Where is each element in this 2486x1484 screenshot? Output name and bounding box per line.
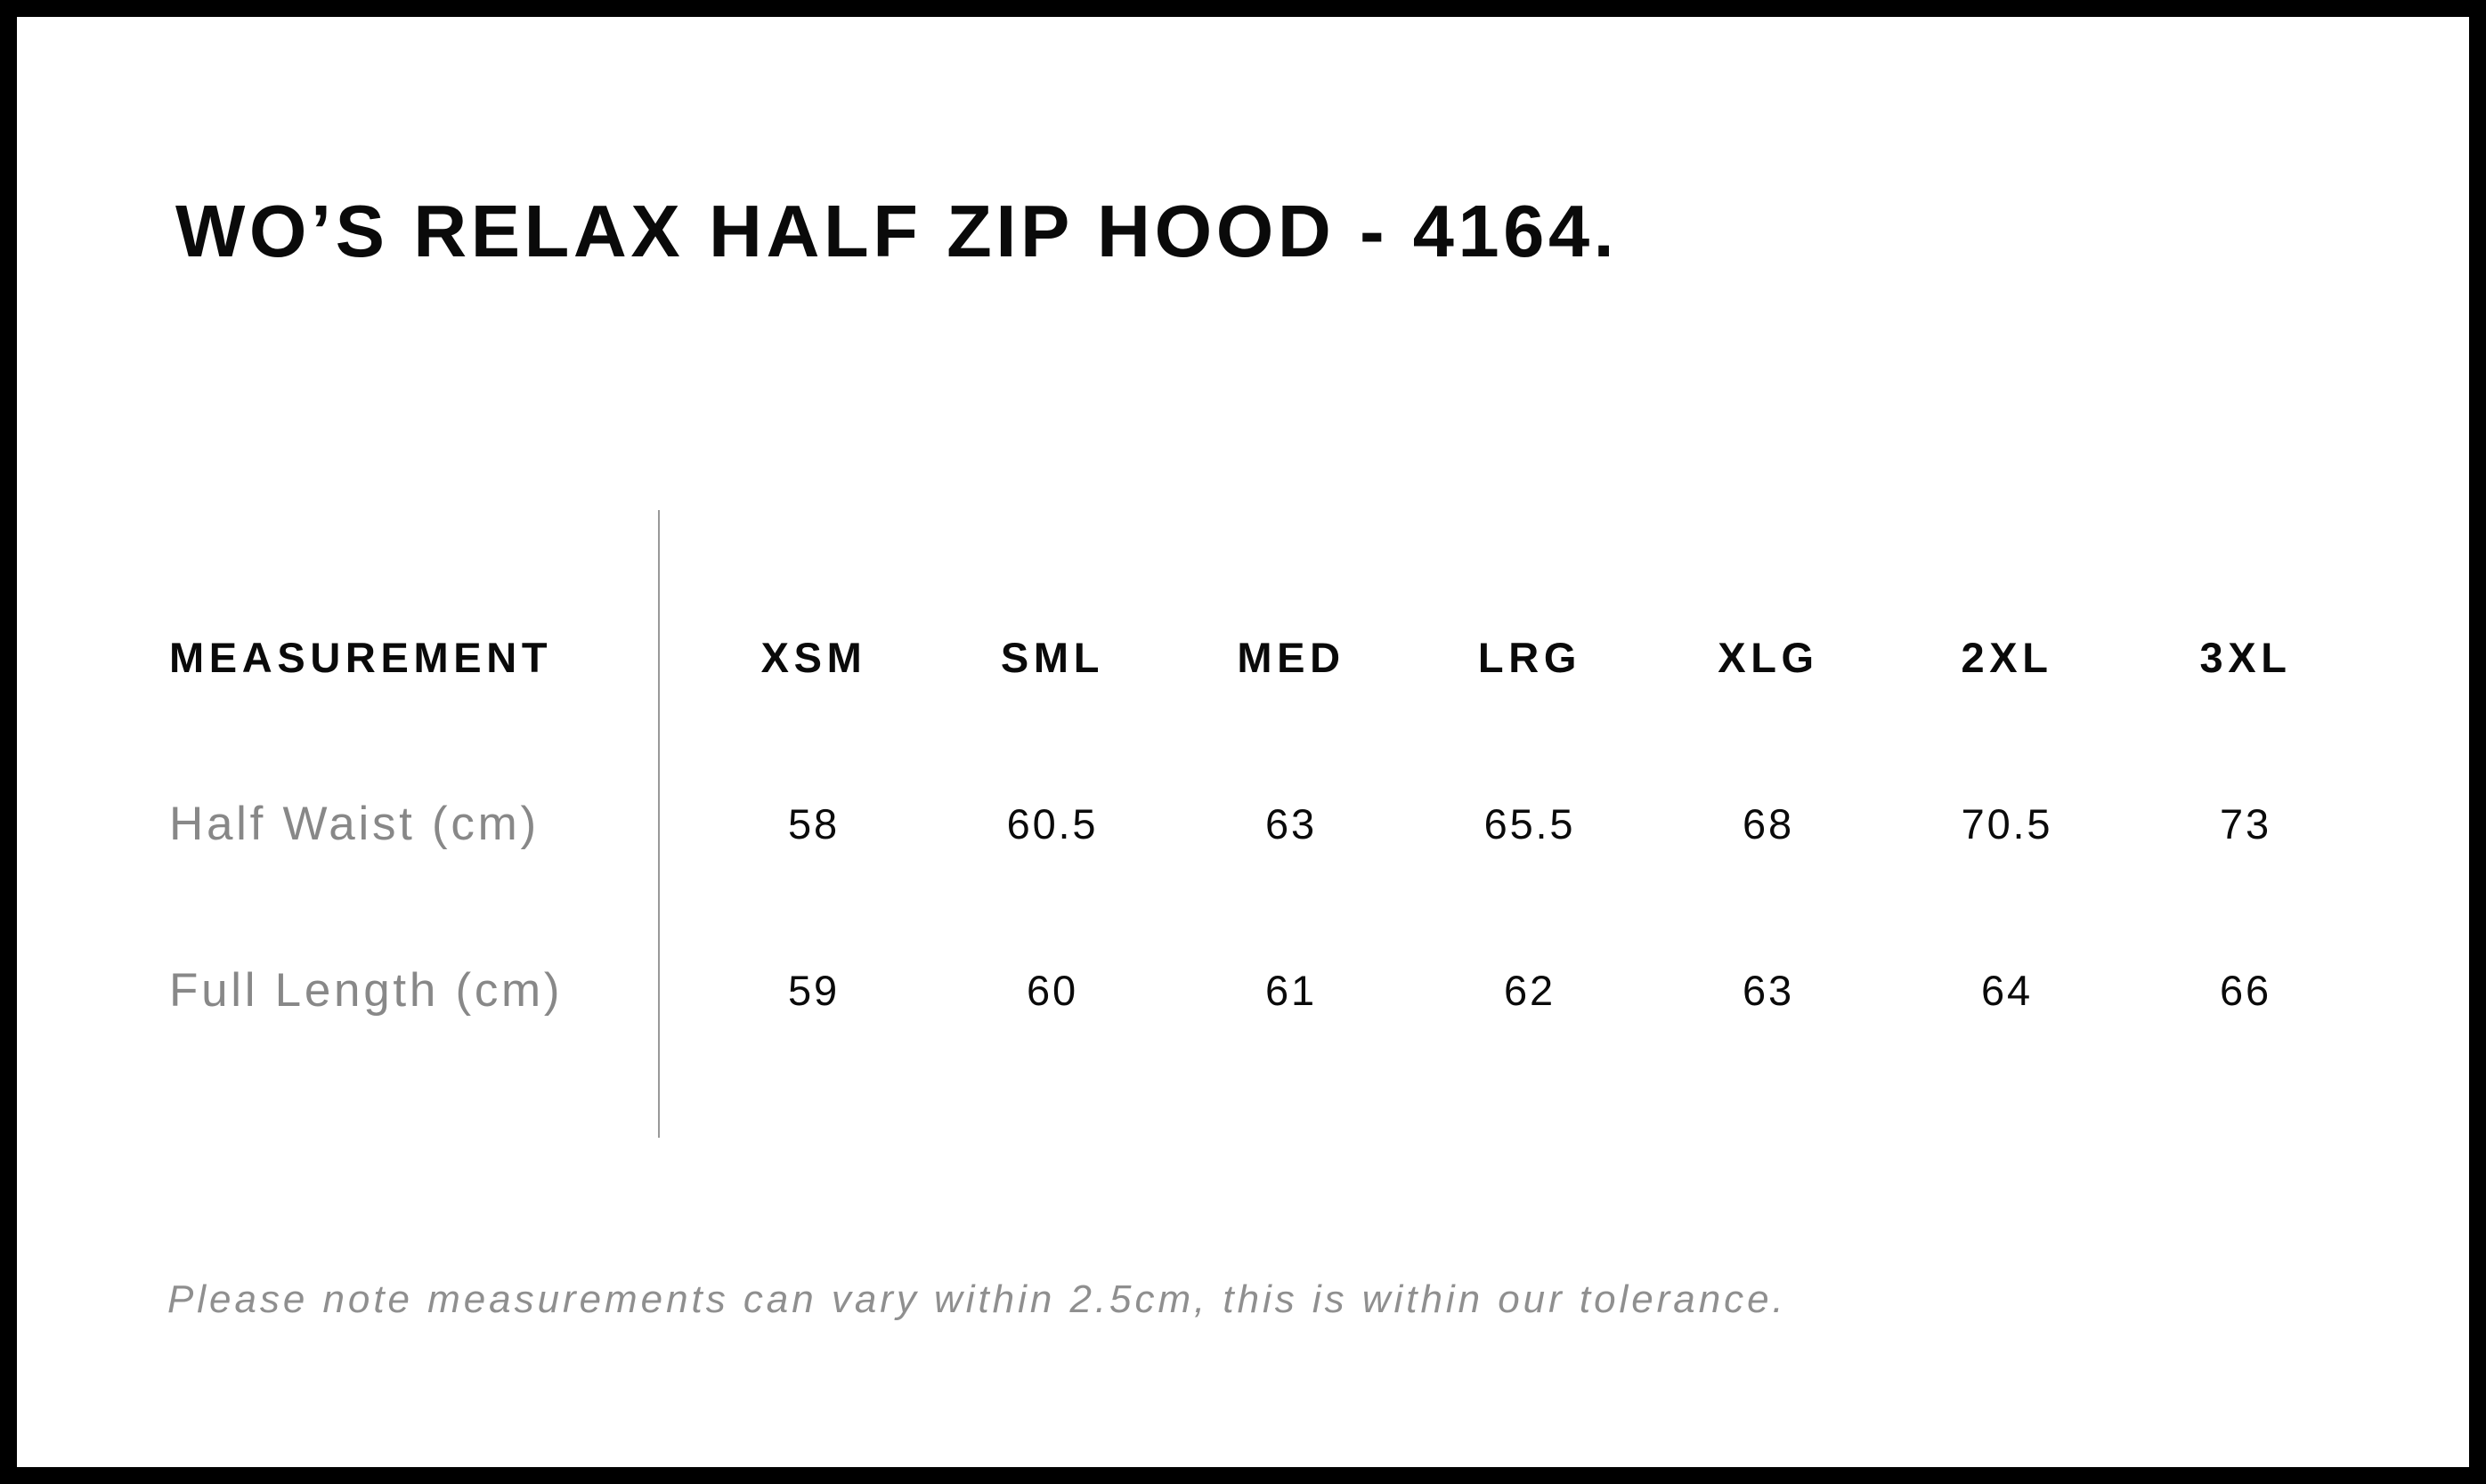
value-half-waist-2xl: 70.5: [1961, 800, 2053, 847]
tolerance-note: Please note measurements can vary within…: [167, 1277, 1787, 1321]
row-label-half-waist: Half Waist (cm): [169, 798, 540, 850]
value-half-waist-sml: 60.5: [1006, 800, 1099, 847]
column-header-lrg: LRG: [1477, 634, 1582, 681]
value-full-length-lrg: 62: [1504, 967, 1556, 1014]
value-full-length-xsm: 59: [788, 967, 840, 1014]
value-half-waist-xsm: 58: [788, 800, 840, 847]
value-half-waist-3xl: 73: [2220, 800, 2271, 847]
column-header-3xl: 3XL: [2199, 634, 2292, 681]
column-header-2xl: 2XL: [1961, 634, 2053, 681]
column-header-measurement: MEASUREMENT: [169, 634, 553, 681]
column-header-xlg: XLG: [1718, 634, 1819, 681]
table-row-half-waist: Half Waist (cm) 58 60.5 63 65.5 68 70.5 …: [169, 741, 2365, 907]
table-vertical-divider: [658, 510, 660, 1138]
value-full-length-3xl: 66: [2220, 967, 2271, 1014]
value-half-waist-lrg: 65.5: [1483, 800, 1576, 847]
value-full-length-2xl: 64: [1981, 967, 2033, 1014]
row-label-full-length: Full Length (cm): [169, 964, 564, 1017]
size-chart-table: MEASUREMENT XSM SML MED LRG XLG 2XL 3XL …: [169, 510, 2365, 1138]
value-full-length-xlg: 63: [1743, 967, 1794, 1014]
column-header-xsm: XSM: [760, 634, 867, 681]
row-values-full-length: 59 60 61 62 63 64 66: [695, 966, 2365, 1015]
table-header-row: MEASUREMENT XSM SML MED LRG XLG 2XL 3XL: [169, 574, 2365, 741]
column-header-sml: SML: [1000, 634, 1105, 681]
row-values-half-waist: 58 60.5 63 65.5 68 70.5 73: [695, 799, 2365, 848]
header-size-cells: XSM SML MED LRG XLG 2XL 3XL: [695, 633, 2365, 682]
value-half-waist-med: 63: [1265, 800, 1317, 847]
page-title: WO’S RELAX HALF ZIP HOOD - 4164.: [175, 190, 1619, 272]
value-half-waist-xlg: 68: [1743, 800, 1794, 847]
value-full-length-med: 61: [1265, 967, 1317, 1014]
table-row-full-length: Full Length (cm) 59 60 61 62 63 64 66: [169, 907, 2365, 1074]
column-header-med: MED: [1237, 634, 1345, 681]
value-full-length-sml: 60: [1027, 967, 1078, 1014]
